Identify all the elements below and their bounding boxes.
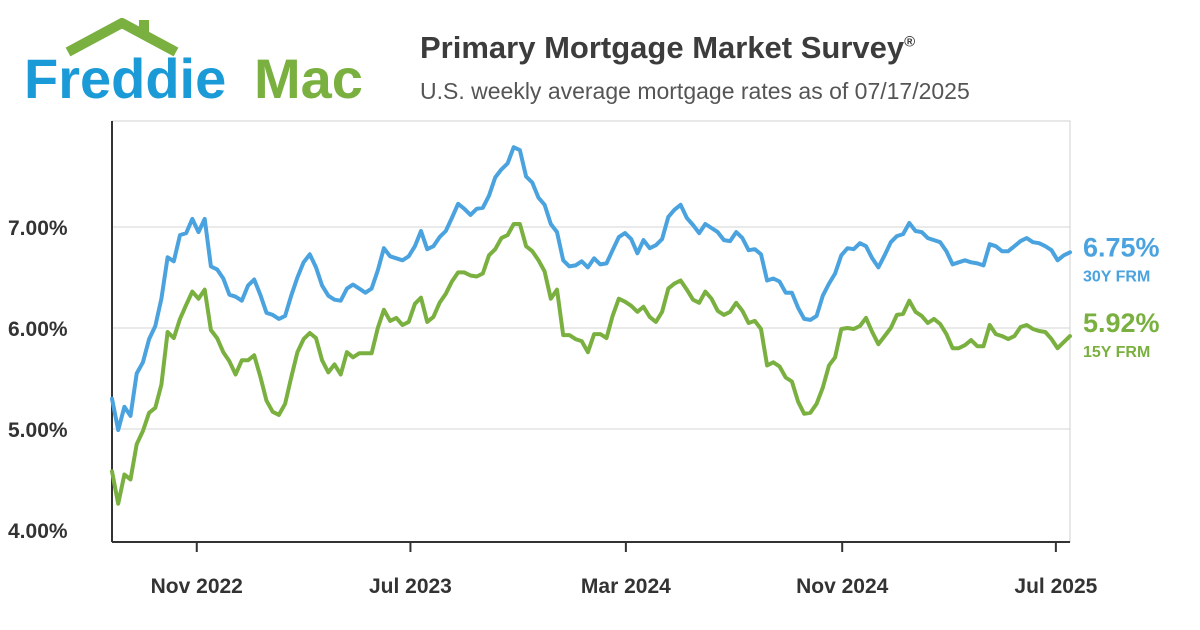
end-value-label: 6.75%	[1083, 232, 1160, 262]
series-layer	[110, 145, 1072, 506]
series-line-15y-frm	[110, 222, 1072, 506]
freddie-mac-logo: Freddie Mac	[22, 17, 382, 110]
series-line-30y-frm	[110, 145, 1072, 432]
logo-text-mac: Mac	[254, 47, 363, 108]
series-name-label: 30Y FRM	[1083, 268, 1150, 285]
x-tick-label: Jul 2025	[1014, 575, 1097, 598]
x-tick-label: Nov 2024	[796, 575, 889, 598]
end-labels: 6.75% 30Y FRM 5.92% 15Y FRM	[1083, 232, 1160, 361]
grid-lines	[112, 226, 1070, 430]
y-tick-label: 6.00%	[8, 318, 68, 341]
freddie-mac-logo-graphic: Freddie Mac	[24, 17, 363, 110]
x-axis: Nov 2022 Jul 2023 Mar 2024 Nov 2024 Jul 2025	[111, 121, 1098, 598]
x-tick-label: Nov 2022	[151, 575, 243, 598]
y-tick-label: 7.00%	[8, 217, 68, 240]
x-tick-label: Jul 2023	[369, 575, 452, 598]
chart-subtitle: U.S. weekly average mortgage rates as of…	[420, 78, 970, 104]
y-tick-label: 5.00%	[8, 419, 68, 442]
y-tick-label: 4.00%	[8, 520, 68, 543]
y-axis: 4.00% 5.00% 6.00% 7.00%	[8, 217, 68, 543]
end-value-label: 5.92%	[1083, 308, 1160, 338]
chart-title: Primary Mortgage Market Survey®	[420, 30, 915, 66]
series-name-label: 15Y FRM	[1083, 344, 1150, 361]
x-tick-label: Mar 2024	[581, 575, 671, 598]
registered-mark: ®	[904, 33, 916, 51]
plot-area-border	[111, 120, 1071, 543]
chart-title-text: Primary Mortgage Market Survey	[420, 30, 905, 65]
logo-text-freddie: Freddie	[24, 47, 226, 108]
